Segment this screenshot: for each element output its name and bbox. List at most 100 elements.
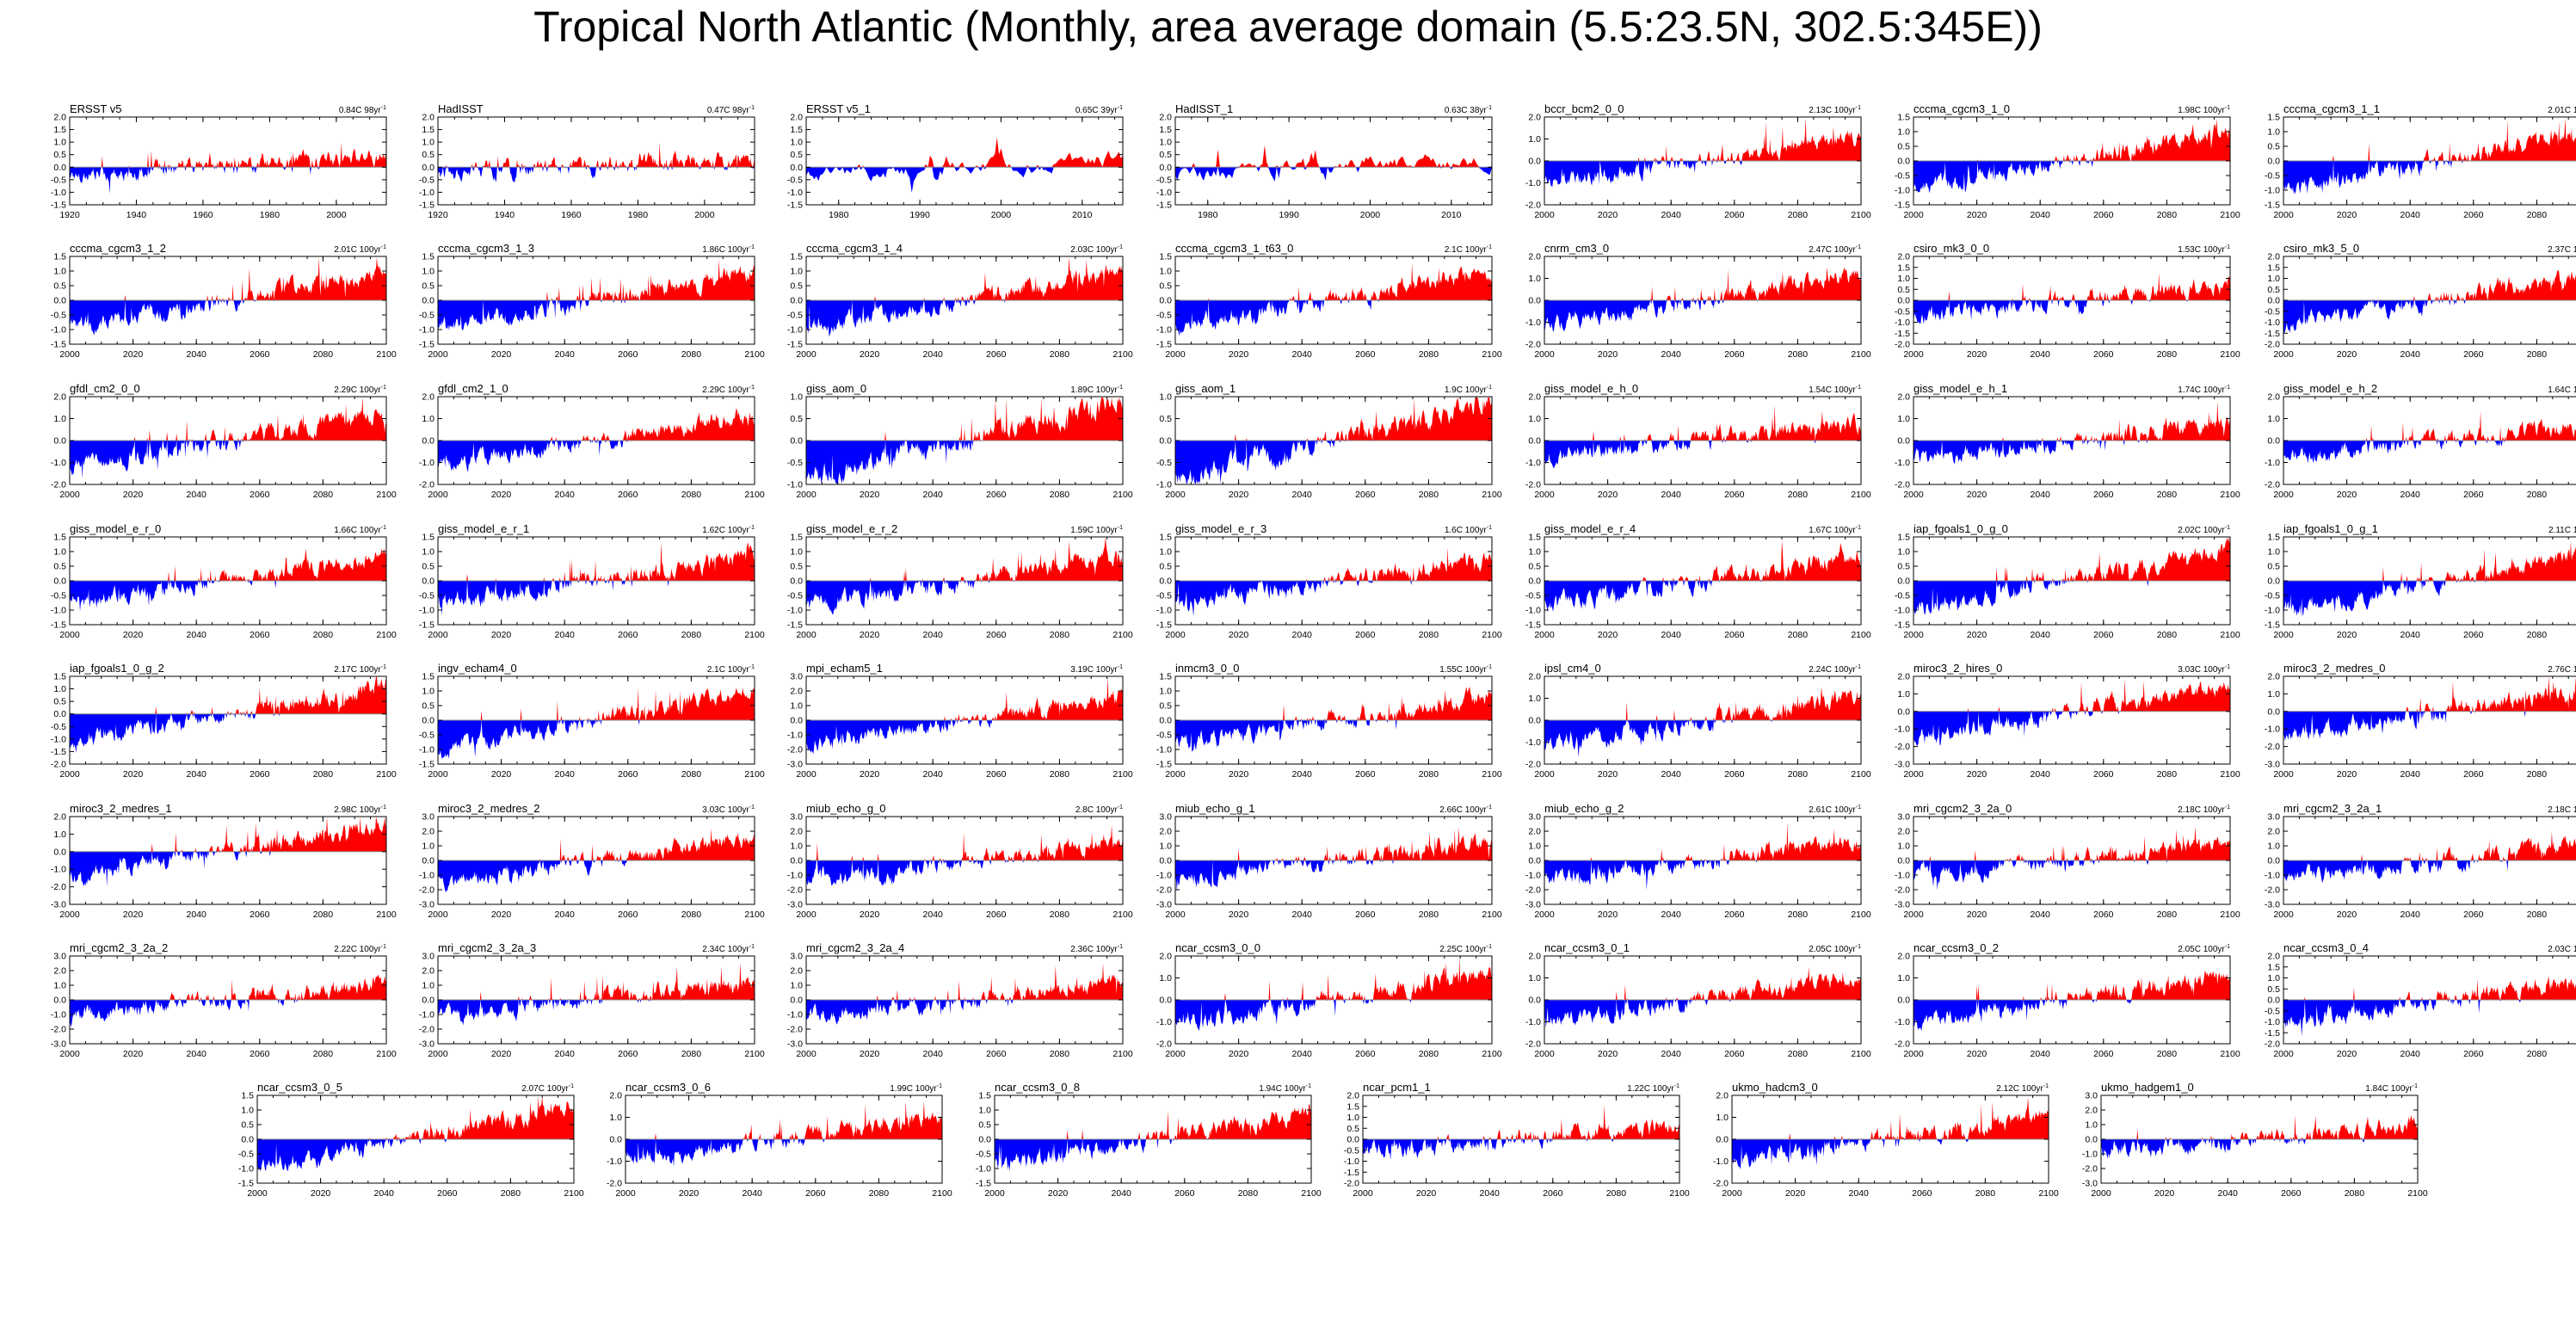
y-tick-label: -1.0 bbox=[1895, 458, 1910, 468]
y-tick-label: 1.5 bbox=[422, 533, 434, 543]
y-tick-label: 1.0 bbox=[1528, 973, 1541, 984]
x-tick-label: 2100 bbox=[744, 1049, 765, 1059]
y-tick-label: -1.0 bbox=[419, 458, 434, 468]
chart-svg: giss_model_e_r_2 1.59C 100yr-1 -1.5 -1.0 -0.… bbox=[787, 522, 1133, 640]
x-tick-label: 2040 bbox=[2400, 910, 2421, 920]
x-tick-label: 2040 bbox=[1661, 630, 1682, 640]
positive-anomaly-area bbox=[1544, 267, 1861, 300]
x-tick-label: 2080 bbox=[1050, 349, 1070, 360]
x-tick-label: 2100 bbox=[2220, 1049, 2240, 1059]
x-tick-label: 2000 bbox=[1353, 1188, 1373, 1199]
x-tick-label: 2000 bbox=[59, 769, 80, 780]
y-tick-label: 1.5 bbox=[53, 533, 66, 543]
x-tick-label: 2000 bbox=[59, 490, 80, 500]
y-tick-label: 1.0 bbox=[422, 414, 434, 424]
x-tick-label: 2000 bbox=[796, 1049, 817, 1059]
x-tick-label: 1960 bbox=[561, 210, 582, 220]
x-tick-label: 2100 bbox=[1112, 490, 1133, 500]
x-tick-label: 2060 bbox=[1355, 1049, 1376, 1059]
negative-anomaly-area bbox=[70, 713, 386, 753]
y-tick-label: -2.0 bbox=[1156, 1039, 1172, 1050]
y-tick-label: 1.5 bbox=[1347, 1101, 1359, 1112]
y-tick-label: -0.5 bbox=[2265, 171, 2280, 182]
y-tick-label: 1.0 bbox=[790, 138, 803, 148]
x-tick-label: 2040 bbox=[2031, 349, 2051, 360]
x-tick-label: 2000 bbox=[1165, 349, 1186, 360]
trend-label: 2.1C 100yr-1 bbox=[1445, 244, 1492, 255]
x-tick-label: 2080 bbox=[1788, 769, 1809, 780]
y-tick-label: -1.0 bbox=[2265, 871, 2280, 881]
x-tick-label: 2100 bbox=[744, 349, 765, 360]
x-tick-label: 2060 bbox=[1724, 210, 1745, 220]
y-tick-label: 1.0 bbox=[1897, 547, 1910, 558]
chart-svg: ncar_ccsm3_0_2 2.05C 100yr-1 -2.0 -1.0 0.0 1.… bbox=[1895, 941, 2240, 1059]
x-tick-label: 2040 bbox=[1661, 910, 1682, 920]
chart-panel: miub_echo_g_1 2.66C 100yr-1 -3.0 -2.0 -1.0 0.… bbox=[1137, 801, 1506, 982]
x-tick-label: 2000 bbox=[796, 349, 817, 360]
panel-name: mri_cgcm2_3_2a_2 bbox=[70, 941, 168, 954]
y-tick-label: 0.5 bbox=[53, 562, 66, 572]
x-tick-label: 2020 bbox=[491, 349, 512, 360]
chart-svg: iap_fgoals1_0_g_0 2.02C 100yr-1 -1.5 -1.0 -0… bbox=[1895, 522, 2240, 640]
negative-anomaly-area bbox=[1175, 300, 1492, 336]
negative-anomaly-area bbox=[438, 300, 755, 330]
x-tick-label: 2060 bbox=[1355, 630, 1376, 640]
positive-anomaly-area bbox=[1914, 273, 2230, 300]
negative-anomaly-area bbox=[2283, 441, 2576, 464]
trend-label: 2.76C 100yr-1 bbox=[2548, 664, 2576, 675]
chart-svg: miub_echo_g_0 2.8C 100yr-1 -3.0 -2.0 -1.0 0.0… bbox=[787, 802, 1133, 920]
x-tick-label: 2040 bbox=[1292, 1049, 1313, 1059]
x-tick-label: 2000 bbox=[1903, 349, 1924, 360]
x-tick-label: 2010 bbox=[1441, 210, 1462, 220]
y-tick-label: 0.0 bbox=[1159, 163, 1172, 173]
y-tick-label: -1.5 bbox=[2265, 329, 2280, 339]
y-tick-label: 1.5 bbox=[1528, 533, 1541, 543]
y-tick-label: 2.0 bbox=[1347, 1091, 1359, 1101]
x-tick-label: 2060 bbox=[986, 349, 1007, 360]
negative-anomaly-area bbox=[1914, 711, 2230, 746]
x-tick-label: 2000 bbox=[1165, 769, 1186, 780]
y-tick-label: 1.0 bbox=[1159, 547, 1172, 558]
y-tick-label: -1.0 bbox=[51, 865, 66, 875]
y-tick-label: -1.0 bbox=[51, 734, 66, 744]
negative-anomaly-area bbox=[806, 860, 1123, 886]
x-tick-label: 2080 bbox=[681, 630, 702, 640]
trend-label: 1.94C 100yr-1 bbox=[1259, 1083, 1311, 1094]
x-tick-label: 2020 bbox=[2337, 630, 2357, 640]
x-tick-label: 2000 bbox=[59, 1049, 80, 1059]
x-tick-label: 2020 bbox=[1416, 1188, 1437, 1199]
y-tick-label: -1.0 bbox=[1156, 325, 1172, 336]
x-tick-label: 2060 bbox=[986, 769, 1007, 780]
y-tick-label: -0.5 bbox=[1156, 311, 1172, 321]
chart-svg: ncar_ccsm3_0_8 1.94C 100yr-1 -1.5 -1.0 -0.5 0… bbox=[976, 1081, 1322, 1199]
x-tick-label: 2020 bbox=[2337, 910, 2357, 920]
positive-anomaly-area bbox=[1175, 547, 1492, 581]
y-tick-label: -3.0 bbox=[51, 1039, 66, 1050]
x-tick-label: 1940 bbox=[495, 210, 515, 220]
x-tick-label: 2100 bbox=[376, 769, 397, 780]
x-tick-label: 2060 bbox=[618, 349, 638, 360]
y-tick-label: 1.0 bbox=[2085, 1120, 2098, 1131]
trend-label: 1.54C 100yr-1 bbox=[1809, 385, 1861, 395]
y-tick-label: 0.5 bbox=[1159, 281, 1172, 292]
trend-label: 0.47C 98yr-1 bbox=[707, 105, 755, 115]
positive-anomaly-area bbox=[70, 817, 386, 852]
x-tick-label: 2100 bbox=[1851, 1049, 1871, 1059]
positive-anomaly-area bbox=[438, 962, 755, 1000]
x-tick-label: 2080 bbox=[1050, 490, 1070, 500]
y-tick-label: 2.0 bbox=[422, 113, 434, 123]
y-tick-label: -1.0 bbox=[238, 1164, 254, 1175]
y-tick-label: 0.0 bbox=[53, 436, 66, 447]
x-tick-label: 2100 bbox=[1851, 210, 1871, 220]
y-tick-label: -0.5 bbox=[1344, 1145, 1359, 1156]
x-tick-label: 2000 bbox=[1903, 210, 1924, 220]
y-tick-label: -2.0 bbox=[419, 885, 434, 896]
x-tick-label: 2040 bbox=[2031, 910, 2051, 920]
negative-anomaly-area bbox=[2283, 581, 2576, 617]
y-tick-label: 2.0 bbox=[1528, 952, 1541, 962]
y-tick-label: -3.0 bbox=[1895, 900, 1910, 910]
chart-panel: ipsl_cm4_0 2.24C 100yr-1 -2.0 -1.0 0.0 1.0 2.0… bbox=[1507, 661, 1875, 842]
negative-anomaly-area bbox=[70, 581, 386, 612]
x-tick-label: 2080 bbox=[1788, 1049, 1809, 1059]
panel-name: ncar_ccsm3_0_5 bbox=[257, 1081, 342, 1094]
